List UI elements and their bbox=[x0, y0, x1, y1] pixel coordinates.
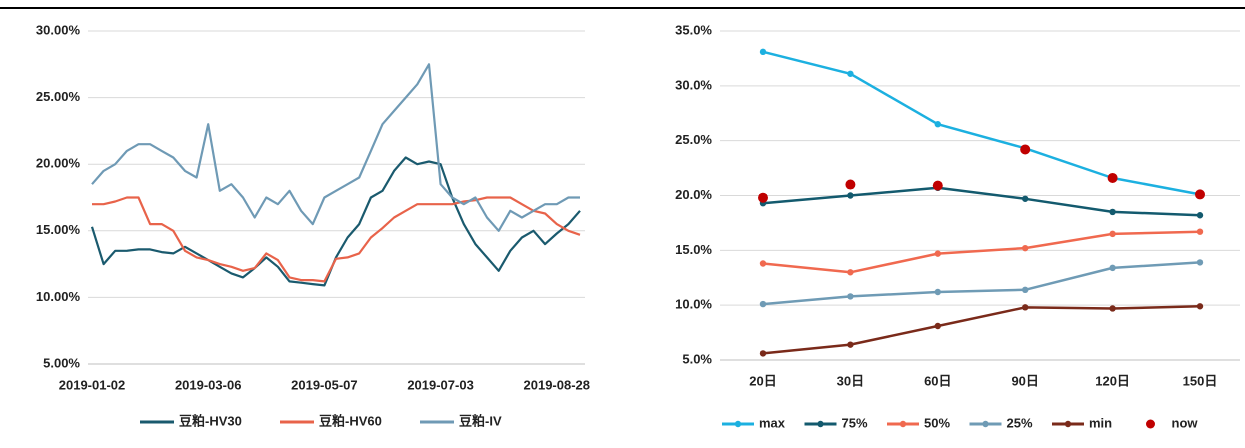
line-marker bbox=[1021, 244, 1029, 252]
legend-label: 50% bbox=[924, 415, 950, 430]
legend-label: min bbox=[1089, 415, 1112, 430]
legend-label: 豆粕-HV60 bbox=[319, 413, 382, 428]
legend-label: now bbox=[1172, 415, 1199, 430]
legend-label: 75% bbox=[842, 415, 868, 430]
line-marker bbox=[1109, 305, 1116, 312]
line-marker bbox=[1021, 195, 1029, 202]
legend-marker bbox=[1064, 420, 1072, 428]
line-marker bbox=[759, 48, 767, 56]
x-tick-label: 2019-07-03 bbox=[407, 377, 474, 392]
series-line bbox=[762, 50, 1201, 196]
line-marker bbox=[1196, 212, 1204, 219]
series-line bbox=[762, 261, 1201, 306]
legend-label: 25% bbox=[1007, 415, 1033, 430]
point-marker bbox=[1020, 144, 1031, 155]
x-tick-label: 120日 bbox=[1095, 373, 1130, 388]
x-tick-label: 2019-08-28 bbox=[524, 377, 591, 392]
y-tick-label: 20.0% bbox=[675, 187, 712, 202]
line-marker bbox=[1109, 264, 1116, 272]
y-tick-label: 35.0% bbox=[675, 22, 712, 37]
line-marker bbox=[1021, 304, 1029, 311]
y-tick-label: 15.00% bbox=[36, 222, 81, 237]
y-tick-label: 25.00% bbox=[36, 89, 81, 104]
x-tick-label: 2019-05-07 bbox=[291, 377, 358, 392]
line-marker bbox=[759, 350, 767, 357]
line-marker bbox=[847, 269, 854, 276]
x-tick-label: 2019-03-06 bbox=[175, 377, 242, 392]
point-marker bbox=[758, 192, 768, 203]
legend-label: max bbox=[759, 415, 786, 430]
legend-label: 豆粕-HV30 bbox=[179, 413, 242, 428]
y-tick-label: 10.0% bbox=[675, 297, 712, 312]
x-tick-label: 60日 bbox=[924, 373, 951, 388]
legend-marker bbox=[1146, 419, 1155, 429]
point-marker bbox=[845, 179, 856, 190]
series-line bbox=[762, 305, 1201, 355]
line-marker bbox=[1196, 228, 1204, 235]
y-tick-label: 30.0% bbox=[675, 77, 712, 92]
line-marker bbox=[934, 250, 941, 257]
legend-marker bbox=[982, 420, 989, 428]
line-marker bbox=[847, 192, 854, 199]
line-marker bbox=[759, 260, 767, 267]
legend-label: 豆粕-IV bbox=[459, 413, 502, 428]
y-tick-label: 25.0% bbox=[675, 132, 712, 147]
y-tick-label: 20.00% bbox=[36, 156, 81, 171]
x-tick-label: 20日 bbox=[749, 373, 776, 388]
x-tick-label: 2019-01-02 bbox=[59, 377, 126, 392]
series-line bbox=[762, 230, 1201, 274]
y-tick-label: 15.0% bbox=[675, 242, 712, 257]
series-line bbox=[762, 186, 1201, 217]
line-marker bbox=[934, 288, 941, 296]
point-marker bbox=[932, 180, 943, 191]
line-marker bbox=[1196, 303, 1204, 310]
legend-marker bbox=[734, 420, 742, 428]
series-line bbox=[90, 156, 581, 287]
line-marker bbox=[847, 293, 854, 300]
line-marker bbox=[759, 300, 767, 308]
point-marker bbox=[1107, 172, 1118, 183]
y-tick-label: 10.00% bbox=[36, 289, 81, 304]
line-marker bbox=[934, 322, 941, 330]
line-marker bbox=[1021, 286, 1029, 294]
line-marker bbox=[934, 121, 941, 128]
series-line bbox=[91, 63, 580, 232]
line-marker bbox=[1196, 259, 1204, 266]
line-marker bbox=[1109, 230, 1116, 238]
x-tick-label: 90日 bbox=[1011, 373, 1038, 388]
point-marker bbox=[1195, 189, 1205, 200]
x-tick-label: 150日 bbox=[1183, 373, 1218, 388]
y-tick-label: 30.00% bbox=[36, 22, 81, 37]
series-line bbox=[92, 196, 581, 283]
line-marker bbox=[1109, 208, 1116, 216]
line-marker bbox=[847, 70, 854, 77]
y-tick-label: 5.00% bbox=[43, 355, 80, 370]
line-marker bbox=[847, 341, 854, 348]
legend-marker bbox=[817, 420, 824, 428]
legend-marker bbox=[899, 420, 907, 428]
y-tick-label: 5.0% bbox=[682, 351, 712, 366]
x-tick-label: 30日 bbox=[837, 373, 864, 388]
